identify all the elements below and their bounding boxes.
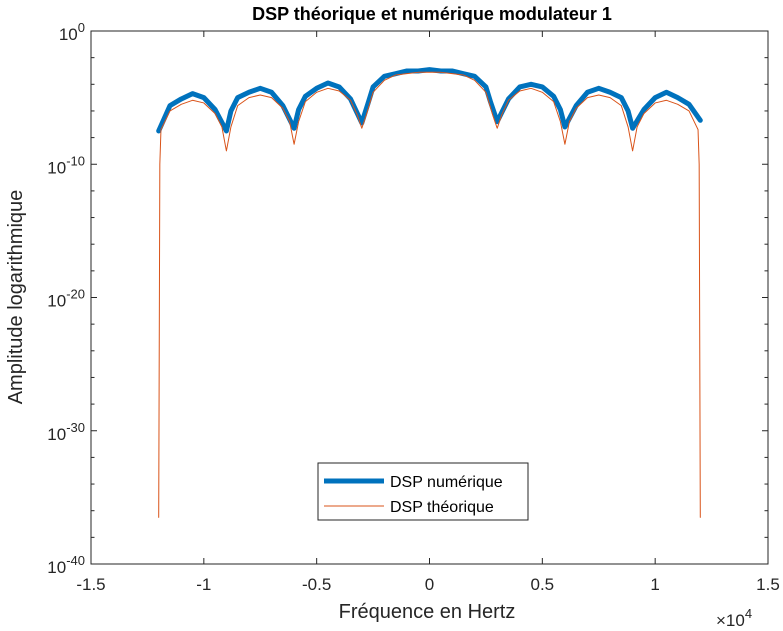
ticks-layer [90,30,769,565]
series-line-dsp-theorique [158,71,701,518]
x-multiplier-label: ×104 [716,606,752,630]
y-tick-label: 10-40 [47,553,85,577]
legend: DSP numérique DSP théorique [317,462,529,521]
x-tick-label: -1.5 [76,575,105,594]
x-tick-label: 1.5 [756,575,780,594]
y-tick-label: 10-30 [47,420,85,444]
legend-box [317,462,529,521]
y-tick-labels: 100 10-10 10-20 10-30 10-40 [47,20,85,577]
series-line-dsp-numerique [156,67,703,134]
x-tick-labels: -1.5 -1 -0.5 0 0.5 1 1.5 [76,575,779,594]
x-tick-label: -1 [196,575,211,594]
x-tick-label: 0.5 [531,575,555,594]
y-axis-label: Amplitude logarithmique [5,190,27,405]
y-tick-label: 10-10 [47,153,85,177]
legend-entry-dsp-theorique: DSP théorique [390,499,494,516]
y-tick-label: 100 [59,20,85,44]
x-tick-label: -0.5 [302,575,331,594]
x-tick-label: 0 [425,575,434,594]
x-multiplier-exponent: 4 [745,606,752,621]
series-layer [156,67,703,518]
y-tick-label: 10-20 [47,287,85,311]
x-multiplier-base: ×10 [716,611,745,630]
x-axis-label: Fréquence en Hertz [339,601,516,623]
legend-entry-dsp-numerique: DSP numérique [390,474,503,491]
chart-title: DSP théorique et numérique modulateur 1 [252,4,612,24]
x-tick-label: 1 [650,575,659,594]
